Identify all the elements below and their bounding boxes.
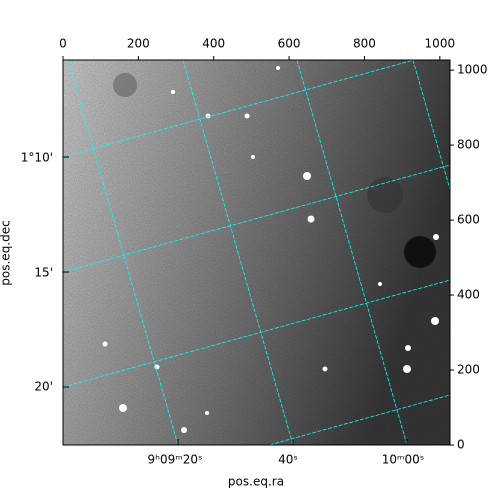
ra-tick-label: 40ˢ xyxy=(278,453,298,467)
y-axis-label: pos.eq.dec xyxy=(0,220,13,285)
y-tick-label: 800 xyxy=(457,138,480,152)
x-tick-label: 200 xyxy=(127,37,150,51)
sky-image xyxy=(63,60,450,445)
world-grid xyxy=(63,60,450,445)
dec-tick-label: 1°10' xyxy=(21,151,53,165)
ra-tick-label: 9ʰ09ᵐ20ˢ xyxy=(148,453,203,467)
x-axis-label: pos.eq.ra xyxy=(228,475,284,489)
y-tick-label: 400 xyxy=(457,288,480,302)
ra-tick-label: 10ᵐ00ˢ xyxy=(382,453,425,467)
y-tick-label: 600 xyxy=(457,213,480,227)
x-tick-label: 0 xyxy=(59,37,67,51)
x-tick-label: 400 xyxy=(202,37,225,51)
y-tick-label: 200 xyxy=(457,363,480,377)
dec-tick-label: 20' xyxy=(34,380,53,394)
y-tick-label: 0 xyxy=(457,438,465,452)
x-tick-label: 800 xyxy=(353,37,376,51)
x-tick-label: 1000 xyxy=(425,37,456,51)
frame xyxy=(62,59,451,446)
y-tick-label: 1000 xyxy=(457,63,488,77)
world-ticks xyxy=(63,156,408,445)
x-tick-label: 600 xyxy=(278,37,301,51)
dec-tick-label: 15' xyxy=(34,266,53,280)
